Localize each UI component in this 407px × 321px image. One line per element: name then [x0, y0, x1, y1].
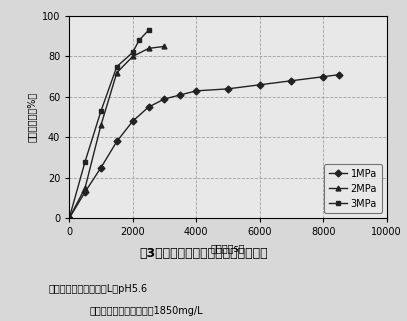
1MPa: [225, 87, 230, 91]
1MPa: [337, 73, 341, 77]
1MPa: [289, 79, 294, 83]
Y-axis label: 透過水割合（%）: 透過水割合（%）: [26, 92, 36, 142]
1MPa: [67, 216, 72, 220]
Line: 1MPa: 1MPa: [67, 72, 341, 221]
2MPa: [83, 186, 88, 190]
3MPa: [98, 109, 103, 113]
3MPa: [114, 65, 119, 69]
1MPa: [321, 75, 326, 79]
2MPa: [130, 55, 135, 58]
Text: 図3　供給圧力と透過水量・処理時間: 図3 供給圧力と透過水量・処理時間: [139, 247, 268, 260]
1MPa: [98, 166, 103, 169]
1MPa: [130, 119, 135, 123]
1MPa: [162, 97, 167, 101]
3MPa: [146, 28, 151, 32]
2MPa: [162, 45, 167, 48]
1MPa: [146, 105, 151, 109]
2MPa: [146, 47, 151, 50]
Text: アンモニア態窒素濃度　1850mg/L: アンモニア態窒素濃度 1850mg/L: [90, 306, 203, 317]
2MPa: [98, 123, 103, 127]
3MPa: [67, 216, 72, 220]
Line: 3MPa: 3MPa: [67, 28, 151, 221]
2MPa: [114, 71, 119, 74]
1MPa: [257, 83, 262, 87]
3MPa: [83, 160, 88, 164]
1MPa: [178, 93, 183, 97]
Legend: 1MPa, 2MPa, 3MPa: 1MPa, 2MPa, 3MPa: [324, 164, 382, 213]
1MPa: [83, 190, 88, 194]
2MPa: [67, 216, 72, 220]
1MPa: [194, 89, 199, 93]
X-axis label: 時　間（s）: 時 間（s）: [211, 243, 245, 253]
3MPa: [130, 50, 135, 54]
Line: 2MPa: 2MPa: [67, 44, 167, 221]
3MPa: [137, 39, 142, 42]
1MPa: [114, 140, 119, 143]
Text: 試験条件：原水量５０L、pH5.6: 試験条件：原水量５０L、pH5.6: [49, 284, 148, 294]
